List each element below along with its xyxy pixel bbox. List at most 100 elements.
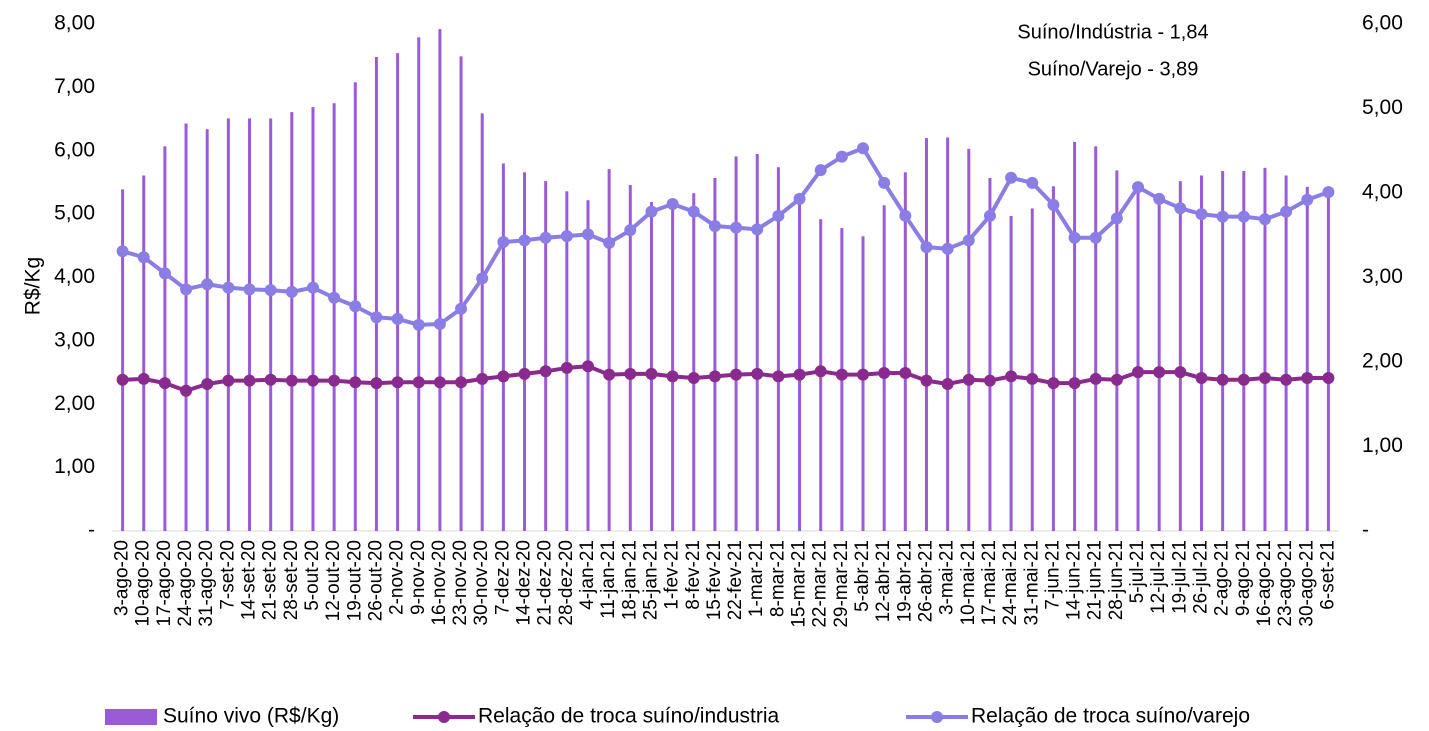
x-tick-label: 8-mar-21 xyxy=(767,540,788,617)
bar xyxy=(903,172,907,532)
marker xyxy=(285,285,298,298)
x-tick-label: 30-ago-21 xyxy=(1296,540,1317,627)
marker xyxy=(962,234,975,247)
x-tick-label: 22-fev-21 xyxy=(725,540,746,620)
marker xyxy=(1258,213,1271,226)
marker xyxy=(1174,202,1187,215)
marker xyxy=(1280,205,1293,218)
marker xyxy=(835,368,848,381)
bar xyxy=(417,37,421,532)
marker xyxy=(645,367,658,380)
bar xyxy=(311,107,315,532)
bar xyxy=(967,148,971,531)
bar xyxy=(607,169,611,531)
marker xyxy=(603,368,616,381)
marker xyxy=(603,236,616,249)
bar xyxy=(1136,183,1140,532)
marker xyxy=(1174,366,1187,379)
marker xyxy=(158,377,171,390)
bar xyxy=(226,118,230,532)
marker xyxy=(1280,373,1293,386)
line xyxy=(122,364,1329,393)
bar xyxy=(755,153,759,531)
annotation: Suíno/Varejo - 3,89 xyxy=(1028,58,1199,80)
marker xyxy=(116,373,129,386)
marker xyxy=(1110,212,1123,225)
marker xyxy=(158,267,171,280)
marker xyxy=(581,228,594,241)
bar xyxy=(1284,175,1288,531)
marker xyxy=(687,205,700,218)
marker xyxy=(814,164,827,177)
marker xyxy=(666,197,679,210)
marker xyxy=(412,376,425,389)
marker xyxy=(1005,370,1018,383)
marker xyxy=(1089,231,1102,244)
marker xyxy=(1258,372,1271,385)
bar xyxy=(1199,175,1203,531)
x-tick-label: 23-ago-21 xyxy=(1275,540,1296,627)
marker xyxy=(666,370,679,383)
x-tick-label: 28-jun-21 xyxy=(1106,540,1127,620)
marker xyxy=(1153,192,1166,205)
y-tick-label: 7,00 xyxy=(54,75,95,98)
bar xyxy=(1051,186,1055,532)
x-tick-label: 26-jul-21 xyxy=(1191,540,1212,614)
x-tick-label: 24-mai-21 xyxy=(1000,540,1021,626)
marker xyxy=(1005,171,1018,184)
marker xyxy=(180,384,193,397)
bar xyxy=(459,56,463,531)
marker xyxy=(476,372,489,385)
marker xyxy=(1068,231,1081,244)
bar xyxy=(798,200,802,531)
marker xyxy=(941,242,954,255)
marker xyxy=(878,176,891,189)
marker xyxy=(1047,198,1060,211)
x-tick-label: 26-abr-21 xyxy=(915,540,936,622)
x-tick-label: 9-ago-21 xyxy=(1233,540,1254,616)
x-tick-label: 16-nov-20 xyxy=(429,540,450,626)
marker xyxy=(370,311,383,324)
y2-tick-label: 1,00 xyxy=(1362,434,1403,457)
x-tick-label: 19-jul-21 xyxy=(1169,540,1190,614)
x-tick-label: 7-jun-21 xyxy=(1042,540,1063,610)
x-tick-label: 15-mar-21 xyxy=(789,540,810,628)
bar xyxy=(332,103,336,531)
x-tick-label: 28-set-20 xyxy=(281,540,302,620)
bar xyxy=(1326,186,1330,531)
x-tick-label: 15-fev-21 xyxy=(704,540,725,620)
x-tick-label: 19-out-20 xyxy=(344,540,365,621)
marker xyxy=(328,374,341,387)
marker xyxy=(624,367,637,380)
marker xyxy=(306,374,319,387)
marker xyxy=(793,368,806,381)
y-tick-label: - xyxy=(88,519,95,542)
x-tick-label: 9-nov-20 xyxy=(408,540,429,615)
marker xyxy=(518,367,531,380)
x-tick-label: 3-mai-21 xyxy=(937,540,958,615)
y-tick-label: 6,00 xyxy=(54,138,95,161)
bar xyxy=(734,156,738,532)
x-tick-label: 21-dez-20 xyxy=(535,540,556,626)
x-tick-label: 10-mai-21 xyxy=(958,540,979,626)
marker xyxy=(1301,193,1314,206)
marker xyxy=(624,224,637,237)
marker xyxy=(814,365,827,378)
x-tick-label: 14-set-20 xyxy=(239,540,260,620)
y-tick-label: 2,00 xyxy=(54,392,95,415)
marker xyxy=(328,291,341,304)
x-tick-label: 30-nov-20 xyxy=(471,540,492,626)
bar xyxy=(523,172,527,532)
x-tick-label: 28-dez-20 xyxy=(556,540,577,626)
x-tick-label: 5-out-20 xyxy=(302,540,323,611)
marker xyxy=(433,317,446,330)
x-tick-label: 1-fev-21 xyxy=(662,540,683,610)
x-tick-label: 19-abr-21 xyxy=(894,540,915,622)
bar xyxy=(671,205,675,531)
marker xyxy=(1089,372,1102,385)
marker xyxy=(1195,372,1208,385)
bar xyxy=(1157,193,1161,531)
legend-swatch xyxy=(931,711,943,723)
marker xyxy=(857,368,870,381)
marker xyxy=(687,372,700,385)
